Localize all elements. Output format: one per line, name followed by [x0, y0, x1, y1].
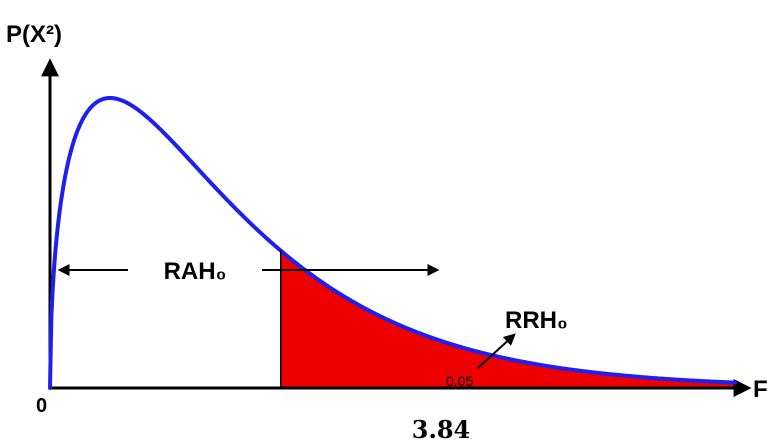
rejection-region-label: RRH₀ — [505, 307, 568, 334]
critical-value-label: 3.84 — [412, 415, 470, 444]
origin-label: 0 — [36, 395, 47, 417]
y-axis-label: P(X²) — [6, 21, 62, 48]
significance-level-label: 0.05 — [446, 373, 473, 389]
acceptance-region-label: RAH₀ — [164, 258, 227, 285]
x-axis-label: F — [753, 376, 768, 403]
